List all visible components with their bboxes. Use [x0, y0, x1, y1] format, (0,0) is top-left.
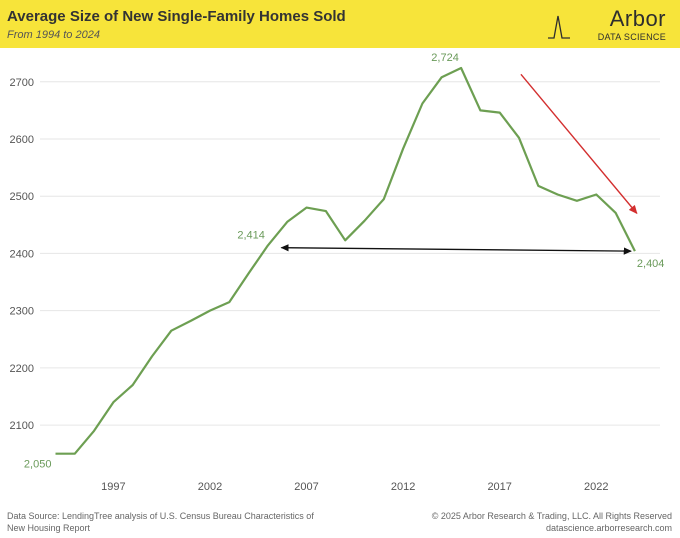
data-label: 2,724 [431, 52, 459, 64]
range-double-arrow [280, 244, 632, 255]
y-tick-label: 2300 [10, 306, 34, 318]
x-tick-label: 2017 [487, 481, 511, 493]
x-tick-label: 1997 [101, 481, 125, 493]
chart-subtitle: From 1994 to 2024 [7, 29, 100, 41]
source-line-1: Data Source: LendingTree analysis of U.S… [7, 511, 314, 521]
y-tick-label: 2400 [10, 248, 34, 260]
arbor-logo: Arbor DATA SCIENCE [546, 6, 666, 46]
logo-word: Arbor [609, 6, 666, 31]
chart-title: Average Size of New Single-Family Homes … [7, 8, 346, 25]
y-tick-label: 2700 [10, 77, 34, 89]
line-chart: 2100 2200 2300 2400 2500 2600 2700 1997 2002 2007… [10, 52, 665, 493]
copyright-note: © 2025 Arbor Research & Trading, LLC. Al… [432, 510, 672, 534]
data-label: 2,414 [237, 229, 265, 241]
axes: 2100 2200 2300 2400 2500 2600 2700 1997 2002 2007… [10, 77, 609, 493]
header-banner: Average Size of New Single-Family Homes … [0, 0, 680, 48]
y-tick-label: 2500 [10, 191, 34, 203]
data-labels: 2,050 2,414 2,724 2,404 [24, 52, 665, 471]
series-line [55, 66, 636, 455]
y-tick-label: 2100 [10, 420, 34, 432]
series [55, 66, 636, 455]
data-label: 2,404 [637, 258, 665, 270]
y-tick-label: 2600 [10, 134, 34, 146]
data-label: 2,050 [24, 459, 52, 471]
logo-pulse-icon [548, 15, 570, 39]
annotations [280, 73, 638, 255]
x-tick-label: 2002 [198, 481, 222, 493]
x-tick-label: 2012 [391, 481, 415, 493]
gridlines [40, 81, 660, 426]
copyright-text: © 2025 Arbor Research & Trading, LLC. Al… [431, 511, 672, 521]
source-line-2: New Housing Report [7, 523, 91, 533]
website-link[interactable]: datascience.arborresearch.com [545, 523, 672, 533]
x-tick-label: 2007 [294, 481, 318, 493]
decline-trend-arrow [520, 73, 638, 215]
y-tick-label: 2200 [10, 363, 34, 375]
logo-subtitle: DATA SCIENCE [597, 32, 666, 42]
data-source-note: Data Source: LendingTree analysis of U.S… [7, 510, 347, 534]
x-tick-label: 2022 [584, 481, 608, 493]
